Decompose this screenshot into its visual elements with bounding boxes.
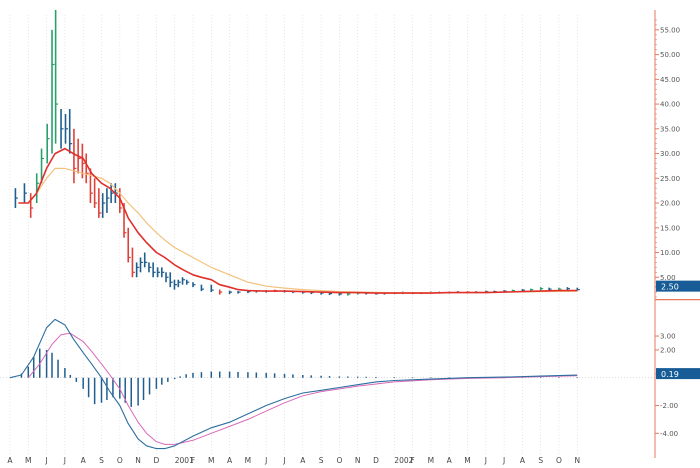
x-tick-label: A [7,456,13,465]
price-y-tick-label: 25.00 [660,175,680,183]
macd-line [9,318,578,450]
x-tick-label: S [99,456,104,465]
price-y-tick-label: 20.00 [660,200,680,208]
moving-average-slow-line [36,167,578,294]
x-tick-label: S [538,456,543,465]
x-tick-label: J [44,456,47,465]
x-tick-label: A [520,456,526,465]
x-tick-label: 2001 [175,456,194,465]
last-price-badge [656,280,700,292]
price-y-tick-label: 30.00 [660,150,680,158]
x-tick-label: O [117,456,123,465]
signal-line [27,332,578,445]
x-tick-label: M [208,456,214,465]
x-tick-label: J [484,456,487,465]
x-tick-label: J [63,456,66,465]
x-tick-label: 2002 [394,456,413,465]
x-tick-label: N [574,456,580,465]
x-tick-label: F [410,456,414,465]
price-y-tick-label: 55.00 [660,26,680,34]
price-y-tick-label: 15.00 [660,224,680,232]
macd-y-tick-label: -2.00 [660,402,678,410]
x-tick-label: A [81,456,87,465]
macd-y-tick-label: 3.00 [660,333,676,341]
macd-y-tick-label: 2.00 [660,346,676,354]
price-y-tick-label: 35.00 [660,125,680,133]
macd-panel [0,318,655,450]
last-price-badge-text: 2.50 [661,282,679,291]
macd-y-tick-label: -4.00 [660,430,678,438]
x-tick-label: D [373,456,379,465]
x-tick-label: F [191,456,195,465]
x-tick-label: J [282,456,285,465]
x-tick-label: M [25,456,31,465]
x-tick-label: N [135,456,141,465]
x-tick-label: S [319,456,324,465]
x-tick-label: A [447,456,453,465]
price-y-tick-label: 40.00 [660,101,680,109]
moving-average-fast-line [18,147,578,294]
x-tick-label: M [428,456,434,465]
last-macd-badge [656,368,700,380]
price-y-tick-label: 50.00 [660,51,680,59]
price-y-tick-label: 10.00 [660,249,680,257]
last-macd-badge-text: 0.19 [661,370,679,379]
x-tick-label: A [300,456,306,465]
x-tick-label: J [502,456,505,465]
x-tick-label: O [556,456,562,465]
x-tick-label: O [336,456,342,465]
x-tick-label: M [464,456,470,465]
x-tick-label: A [227,456,233,465]
price-panel [14,10,580,296]
x-tick-label: J [264,456,267,465]
price-y-tick-label: 5.00 [660,274,676,282]
x-tick-label: D [154,456,160,465]
price-y-tick-label: 45.00 [660,76,680,84]
x-tick-label: N [355,456,361,465]
x-tick-label: M [245,456,251,465]
